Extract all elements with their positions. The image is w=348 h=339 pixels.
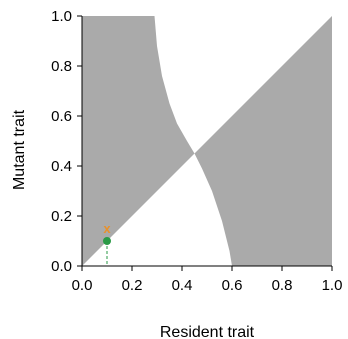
invasion-region-upper-left <box>82 16 195 266</box>
y-tick-label: 0.8 <box>51 58 72 75</box>
y-tick-label: 0.6 <box>51 108 72 125</box>
shaded-regions <box>82 16 332 266</box>
resident-point <box>103 237 111 245</box>
x-tick-label: 0.6 <box>222 277 243 294</box>
x-axis-title: Resident trait <box>160 324 255 339</box>
x-tick-label: 1.0 <box>322 277 343 294</box>
x-tick-label: 0.2 <box>122 277 143 294</box>
y-axis-ticks: 0.0 0.2 0.4 0.6 0.8 1.0 <box>51 8 82 275</box>
y-tick-label: 1.0 <box>51 8 72 25</box>
x-axis-ticks: 0.0 0.2 0.4 0.6 0.8 1.0 <box>72 266 343 294</box>
mutant-marker: x <box>103 221 111 236</box>
y-axis-title: Mutant trait <box>11 109 28 190</box>
x-tick-label: 0.8 <box>272 277 293 294</box>
x-tick-label: 0.4 <box>172 277 193 294</box>
y-tick-label: 0.2 <box>51 208 72 225</box>
y-tick-label: 0.0 <box>51 258 72 275</box>
y-tick-label: 0.4 <box>51 158 72 175</box>
invasion-region-right <box>194 16 332 266</box>
x-tick-label: 0.0 <box>72 277 93 294</box>
axes <box>81 16 332 267</box>
